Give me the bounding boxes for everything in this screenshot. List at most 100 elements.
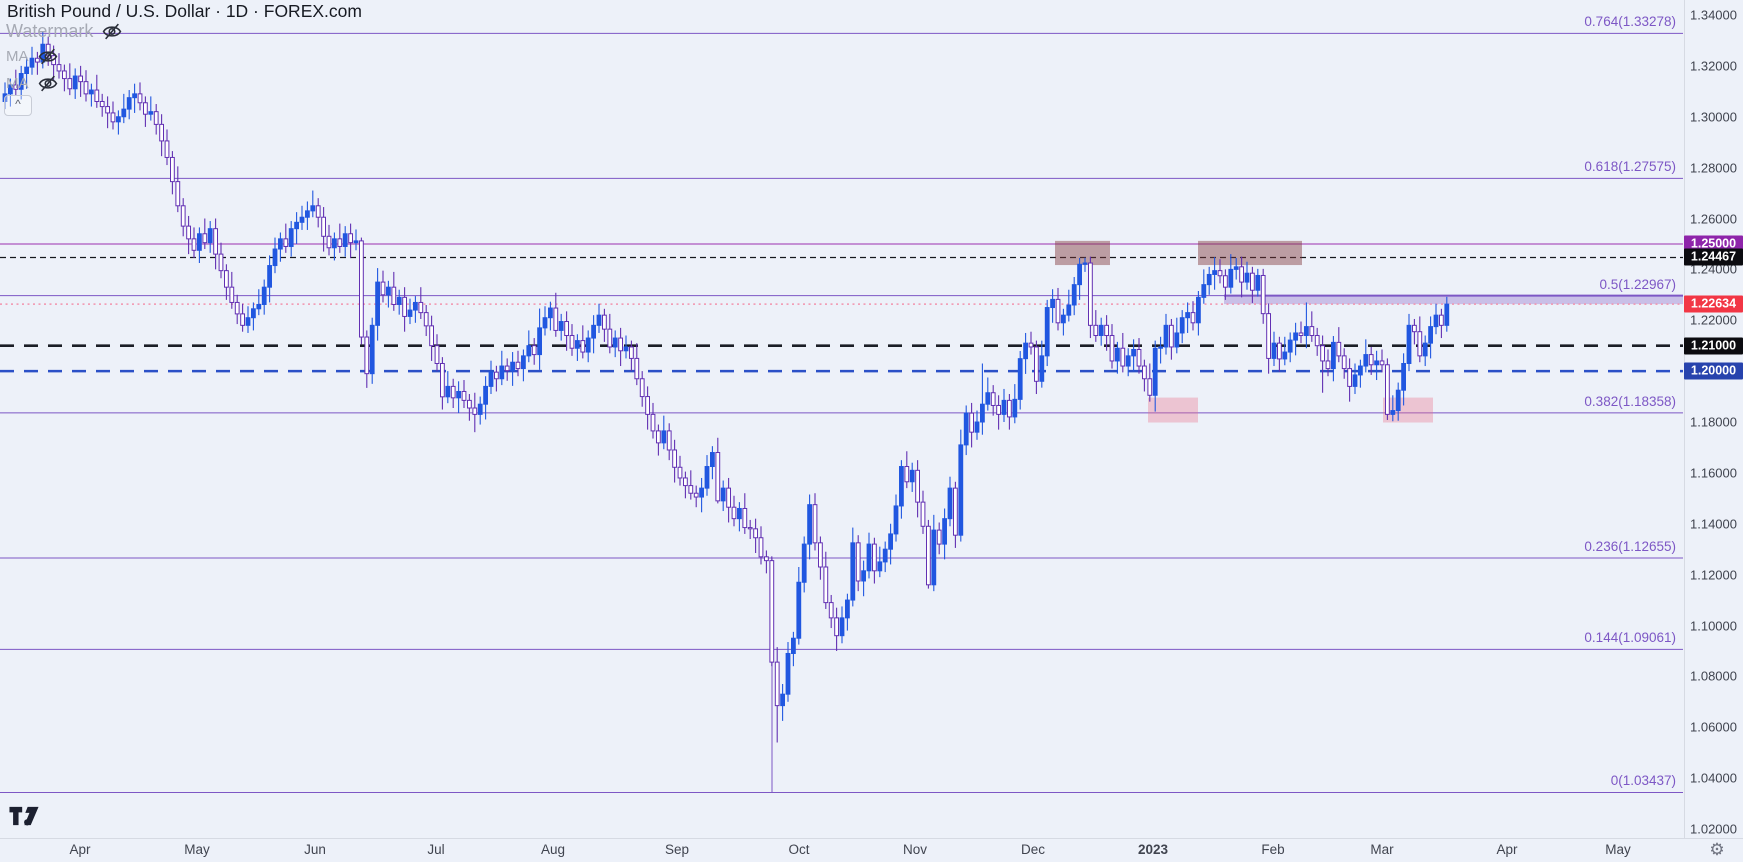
candle: [1147, 378, 1153, 396]
time-axis-label: Feb: [1261, 842, 1285, 857]
price-tick-label: 1.18000: [1690, 414, 1737, 430]
supply-zone[interactable]: [1198, 240, 1302, 266]
retest-band[interactable]: [1224, 295, 1683, 305]
candle: [656, 430, 661, 444]
candle: [1417, 331, 1423, 357]
candle: [175, 181, 181, 207]
candle: [1082, 262, 1088, 265]
candle: [1341, 355, 1347, 370]
candle: [288, 228, 294, 247]
candle: [396, 296, 402, 305]
candle: [402, 296, 408, 317]
candle: [1158, 346, 1163, 349]
candle: [1212, 270, 1217, 275]
fib-level-label: 0.382(1.18358): [1584, 393, 1676, 409]
candle: [1077, 263, 1082, 286]
demand-zone[interactable]: [1148, 397, 1198, 423]
price-tick-label: 1.06000: [1690, 719, 1737, 735]
price-tick-label: 1.04000: [1690, 770, 1737, 786]
candle: [1169, 324, 1174, 348]
supply-zone[interactable]: [1055, 240, 1110, 266]
candle: [213, 228, 218, 255]
candle: [105, 106, 110, 114]
candle: [1363, 354, 1369, 367]
gear-settings-icon[interactable]: ⚙: [1709, 840, 1725, 859]
candle: [1385, 364, 1390, 415]
candle: [1023, 342, 1029, 360]
fib-level-label: 0(1.03437): [1610, 773, 1676, 789]
candle: [299, 216, 305, 223]
candle: [1001, 399, 1007, 415]
candle: [1190, 312, 1196, 324]
time-axis[interactable]: Apr May Jun Jul Aug Sep Oct Nov Dec 2023 Feb Mar Apr…: [0, 839, 1743, 862]
candle: [148, 111, 154, 115]
candle: [888, 533, 894, 550]
candle: [715, 452, 721, 502]
candle: [1293, 332, 1298, 341]
price-level-badge: 1.21000: [1684, 337, 1743, 355]
eye-hidden-icon[interactable]: [101, 22, 123, 41]
candle: [866, 543, 872, 572]
candle: [915, 469, 921, 503]
candle: [342, 233, 348, 247]
candle: [720, 487, 726, 502]
candle: [164, 140, 170, 158]
candle: [764, 556, 769, 562]
eye-hidden-icon[interactable]: [37, 74, 59, 93]
tradingview-logo[interactable]: [8, 806, 40, 831]
candle: [1271, 342, 1277, 359]
candle: [920, 501, 926, 527]
candle: [1104, 324, 1109, 337]
candlestick-series: [2, 31, 1450, 743]
eye-hidden-icon[interactable]: [37, 47, 59, 66]
price-tick-label: 1.16000: [1690, 465, 1737, 481]
candle: [218, 253, 224, 272]
candle: [688, 485, 694, 494]
candle: [461, 390, 467, 401]
candle: [1017, 358, 1023, 400]
candle: [35, 57, 40, 63]
candle: [672, 449, 678, 468]
time-axis-label: Nov: [902, 842, 928, 857]
demand-zone[interactable]: [1383, 397, 1433, 423]
candle: [1374, 360, 1379, 366]
candle: [575, 340, 580, 349]
collapse-legend-button[interactable]: ^: [4, 95, 32, 116]
time-axis-label: May: [1605, 842, 1631, 857]
candle: [499, 365, 505, 380]
candle: [375, 281, 381, 326]
time-axis-label: Jul: [427, 842, 445, 857]
candle: [634, 357, 640, 380]
candle: [267, 265, 273, 288]
fib-level-label: 0.618(1.27575): [1584, 159, 1676, 175]
candle: [758, 537, 764, 558]
candle: [353, 240, 359, 244]
candle: [693, 492, 699, 498]
candle: [990, 392, 996, 406]
candle: [1260, 274, 1266, 315]
candle: [704, 466, 710, 489]
time-axis-label: Mar: [1370, 842, 1394, 857]
price-axis[interactable]: 1.34000 1.32000 1.30000 1.28000 1.26000 1.240…: [1684, 0, 1743, 838]
candle: [380, 281, 386, 296]
fib-level-label: 0.5(1.22967): [1599, 276, 1676, 292]
candle: [429, 325, 435, 347]
candle: [515, 361, 521, 370]
candle: [413, 301, 418, 311]
candle: [618, 337, 624, 352]
candle: [1093, 324, 1099, 337]
candle: [407, 309, 413, 317]
candle: [1098, 324, 1104, 337]
candle: [742, 507, 748, 529]
candle: [1039, 355, 1045, 382]
candle: [1174, 332, 1180, 348]
time-axis-label: Sep: [664, 842, 690, 857]
candle: [1336, 341, 1342, 357]
candle: [985, 392, 991, 405]
candle: [1028, 342, 1034, 348]
candle: [94, 89, 100, 102]
candle: [191, 238, 197, 251]
candle: [1244, 272, 1250, 283]
candle: [769, 560, 775, 663]
